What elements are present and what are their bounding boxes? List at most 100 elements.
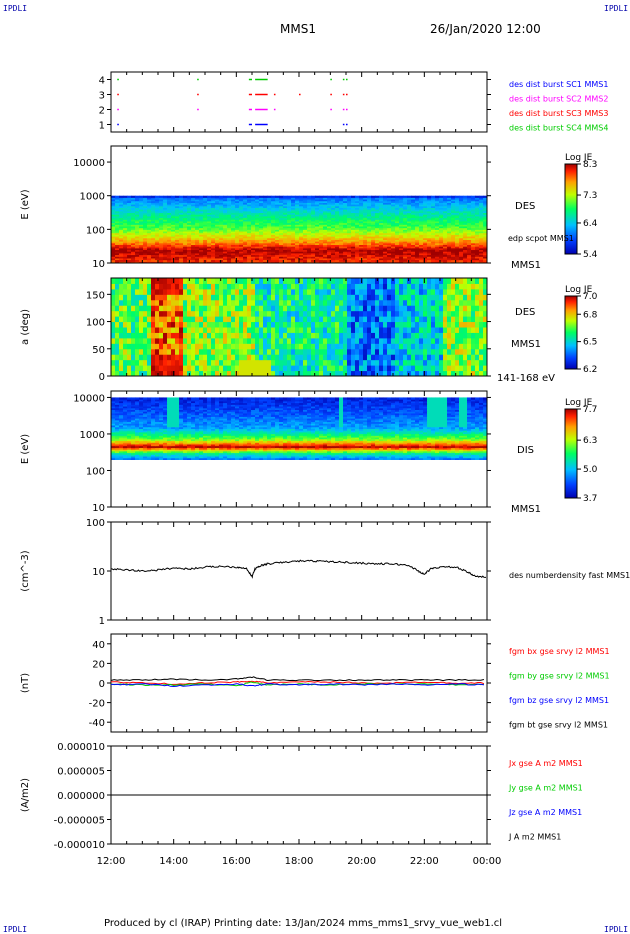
spectrogram-cell: [251, 209, 256, 212]
spectrogram-cell: [171, 337, 176, 344]
spectrogram-cell: [415, 261, 420, 263]
spectrogram-cell: [363, 241, 368, 244]
spectrogram-cell: [163, 217, 168, 220]
spectrogram-cell: [199, 337, 204, 344]
spectrogram-cell: [407, 244, 412, 247]
spectrogram-cell: [127, 215, 132, 219]
spectrogram-cell: [171, 294, 176, 301]
spectrogram-cell: [231, 195, 236, 198]
spectrogram-cell: [307, 278, 312, 284]
spectrogram-cell: [207, 219, 212, 222]
spectrogram-cell: [427, 204, 432, 207]
spectrogram-cell: [319, 254, 324, 257]
spectrogram-cell: [287, 197, 292, 200]
spectrogram-cell: [483, 204, 487, 207]
spectrogram-cell: [475, 261, 480, 263]
spectrogram-cell: [279, 247, 284, 251]
spectrogram-cell: [431, 259, 436, 262]
spectrogram-cell: [287, 257, 292, 261]
spectrogram-cell: [191, 251, 196, 254]
spectrogram-cell: [127, 354, 132, 361]
spectrogram-cell: [255, 212, 260, 215]
spectrogram-cell: [343, 217, 348, 220]
spectrogram-cell: [267, 224, 272, 227]
spectrogram-cell: [307, 343, 312, 350]
spectrogram-cell: [167, 212, 172, 215]
spectrogram-cell: [247, 246, 252, 249]
spectrogram-cell: [219, 195, 224, 198]
spectrogram-cell: [227, 212, 232, 215]
spectrogram-cell: [343, 343, 348, 350]
spectrogram-cell: [175, 220, 180, 224]
spectrogram-cell: [219, 237, 224, 240]
spectrogram-cell: [139, 321, 144, 328]
spectrogram-cell: [235, 225, 240, 229]
spectrogram-cell: [343, 234, 348, 237]
spectrogram-cell: [351, 222, 356, 225]
spectrogram-cell: [235, 354, 240, 361]
spectrogram-cell: [295, 197, 300, 200]
spectrogram-cell: [179, 212, 184, 215]
spectrogram-cell: [119, 200, 124, 203]
spectrogram-cell: [127, 294, 132, 301]
spectrogram-cell: [227, 348, 232, 355]
spectrogram-cell: [127, 214, 132, 217]
spectrogram-cell: [395, 252, 400, 256]
spectrogram-cell: [215, 241, 220, 244]
spectrogram-cell: [359, 200, 364, 203]
spectrogram-cell: [151, 283, 156, 290]
spectrogram-cell: [143, 310, 148, 317]
spectrogram-cell: [211, 370, 216, 376]
spectrogram-cell: [471, 256, 476, 259]
spectrogram-cell: [439, 225, 444, 229]
spectrogram-cell: [455, 247, 460, 251]
spectrogram-cell: [155, 310, 160, 317]
spectrogram-cell: [259, 209, 264, 212]
spectrogram-cell: [231, 259, 236, 262]
spectrogram-cell: [335, 337, 340, 344]
spectrogram-cell: [383, 219, 388, 222]
spectrogram-cell: [239, 229, 244, 232]
spectrogram-cell: [135, 227, 140, 230]
spectrogram-cell: [323, 222, 328, 225]
spectrogram-cell: [451, 217, 456, 220]
spectrogram-cell: [383, 199, 388, 202]
spectrogram-cell: [371, 219, 376, 222]
spectrogram-cell: [263, 359, 268, 366]
spectrogram-cell: [123, 247, 128, 251]
spectrogram-cell: [115, 195, 120, 198]
spectrogram-cell: [163, 204, 168, 207]
spectrogram-cell: [231, 251, 236, 254]
spectrogram-cell: [307, 242, 312, 245]
spectrogram-cell: [255, 239, 260, 242]
spectrogram-cell: [267, 222, 272, 225]
spectrogram-cell: [251, 220, 256, 224]
spectrogram-cell: [171, 199, 176, 202]
spectrogram-cell: [319, 239, 324, 242]
spectrogram-cell: [135, 215, 140, 219]
spectrogram-cell: [235, 199, 240, 202]
spectrogram-cell: [239, 256, 244, 259]
spectrogram-cell: [383, 210, 388, 214]
spectrogram-cell: [191, 205, 196, 208]
spectrogram-cell: [327, 348, 332, 355]
spectrogram-cell: [255, 261, 260, 263]
spectrogram-cell: [379, 217, 384, 220]
spectrogram-cell: [475, 204, 480, 207]
spectrogram-cell: [371, 214, 376, 217]
spectrogram-cell: [455, 225, 460, 229]
spectrogram-cell: [199, 234, 204, 237]
spectrogram-cell: [263, 251, 268, 254]
spectrogram-cell: [143, 236, 148, 239]
spectrogram-cell: [239, 348, 244, 355]
spectrogram-cell: [159, 215, 164, 219]
spectrogram-cell: [439, 252, 444, 256]
spectrogram-cell: [315, 222, 320, 225]
spectrogram-cell: [431, 246, 436, 249]
spectrogram-cell: [279, 365, 284, 372]
spectrogram-cell: [411, 229, 416, 232]
spectrogram-cell: [227, 261, 232, 263]
spectrogram-cell: [435, 219, 440, 222]
spectrogram-cell: [263, 227, 268, 230]
spectrogram-cell: [415, 210, 420, 214]
